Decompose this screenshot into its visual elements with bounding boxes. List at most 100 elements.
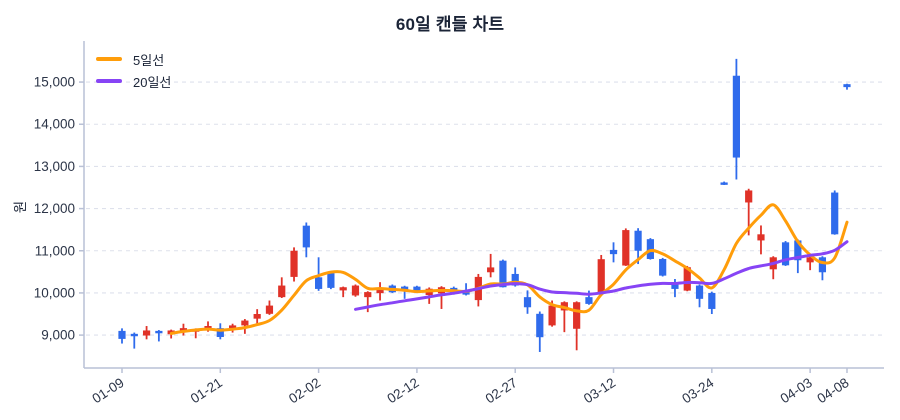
legend-item-ma20: 20일선: [96, 70, 171, 92]
x-tick-label: 03-12: [581, 375, 618, 406]
candle-body: [511, 273, 519, 286]
candle: [487, 253, 495, 278]
candle-body: [781, 242, 790, 266]
candle: [118, 328, 126, 344]
candle: [142, 326, 151, 340]
candle: [818, 256, 827, 281]
y-tick-label: 13,000: [34, 159, 75, 174]
candle-body: [130, 333, 138, 337]
candle-body: [315, 277, 323, 289]
candle: [573, 301, 581, 351]
y-tick-label: 15,000: [34, 75, 75, 90]
candle-body: [585, 297, 593, 304]
candle: [659, 257, 667, 277]
y-tick-label: 10,000: [34, 285, 75, 300]
candle-body: [179, 328, 188, 332]
candle-body: [806, 257, 814, 263]
candle-body: [536, 313, 544, 338]
candle-body: [278, 285, 286, 298]
candle: [536, 311, 544, 352]
candle-body: [302, 225, 310, 248]
candle: [376, 282, 384, 301]
candle-body: [413, 286, 421, 293]
ma20-legend-label: 20일선: [133, 74, 172, 90]
candle-body: [523, 297, 532, 308]
candle: [720, 181, 728, 185]
candle-body: [732, 75, 740, 158]
candle: [843, 83, 851, 90]
candle-body: [327, 273, 335, 288]
x-tick-label: 01-09: [90, 375, 127, 406]
candle: [781, 241, 790, 266]
candle-body: [142, 330, 151, 336]
candle: [831, 190, 839, 235]
x-tick-label: 01-21: [188, 375, 225, 406]
candle-body: [794, 240, 802, 261]
candle-body: [843, 84, 851, 88]
candle: [401, 285, 409, 299]
candle-body: [376, 289, 384, 294]
candle-body: [548, 305, 556, 326]
x-tick-label: 04-03: [778, 375, 815, 406]
candle: [327, 271, 335, 290]
candle-body: [351, 285, 360, 296]
candle: [253, 309, 261, 324]
candle: [769, 256, 777, 280]
candles: [118, 58, 851, 352]
candle-body: [155, 330, 163, 334]
candle: [695, 284, 704, 308]
ma5-line-swatch: [96, 57, 122, 61]
candle: [757, 225, 765, 255]
y-axis-ticks: 9,000 10,000 11,000 12,000 13,000 14,000 15,00…: [34, 75, 84, 343]
candle-body: [609, 249, 618, 255]
candle: [302, 222, 310, 258]
candle-body: [265, 305, 274, 314]
candle: [155, 330, 163, 342]
y-tick-label: 14,000: [34, 117, 75, 132]
legend-item-ma5: 5일선: [96, 48, 171, 70]
candle-body: [634, 230, 642, 251]
y-tick-label: 12,000: [34, 201, 75, 216]
candle-body: [290, 250, 298, 277]
candle-body: [487, 267, 495, 273]
candle-body: [597, 259, 605, 294]
candle: [278, 277, 286, 298]
candle-body: [683, 267, 691, 291]
candle-body: [757, 234, 765, 241]
candle-body: [216, 328, 224, 338]
candle: [806, 256, 814, 271]
candle-body: [831, 192, 839, 235]
y-tick-label: 11,000: [35, 243, 75, 258]
ma5-legend-label: 5일선: [133, 52, 165, 68]
candle-body: [364, 292, 372, 298]
candle-body: [671, 283, 679, 289]
candle: [179, 323, 188, 336]
candle: [732, 58, 740, 180]
x-tick-label: 04-08: [814, 375, 851, 406]
candle: [597, 254, 605, 296]
x-tick-label: 02-27: [483, 375, 520, 406]
candle: [523, 290, 532, 314]
candle: [364, 291, 372, 313]
candle-body: [622, 230, 630, 266]
chart-title: 60일 캔들 차트: [395, 15, 505, 34]
ma20-line: [354, 240, 849, 311]
candle-body: [646, 239, 654, 259]
legend: 5일선 20일선: [96, 48, 171, 92]
candle: [351, 284, 360, 297]
candle: [609, 242, 618, 263]
candle-body: [253, 314, 261, 319]
y-axis-title: 원: [13, 201, 28, 213]
candle: [622, 228, 630, 266]
candle-body: [745, 190, 753, 203]
candle: [265, 300, 274, 315]
candle-body: [241, 320, 249, 326]
moving-average-lines: [169, 203, 849, 335]
y-tick-label: 9,000: [41, 328, 75, 343]
candle: [708, 291, 716, 315]
ma20-line-swatch: [96, 79, 122, 83]
candle: [290, 247, 298, 282]
gridlines: [86, 81, 884, 336]
